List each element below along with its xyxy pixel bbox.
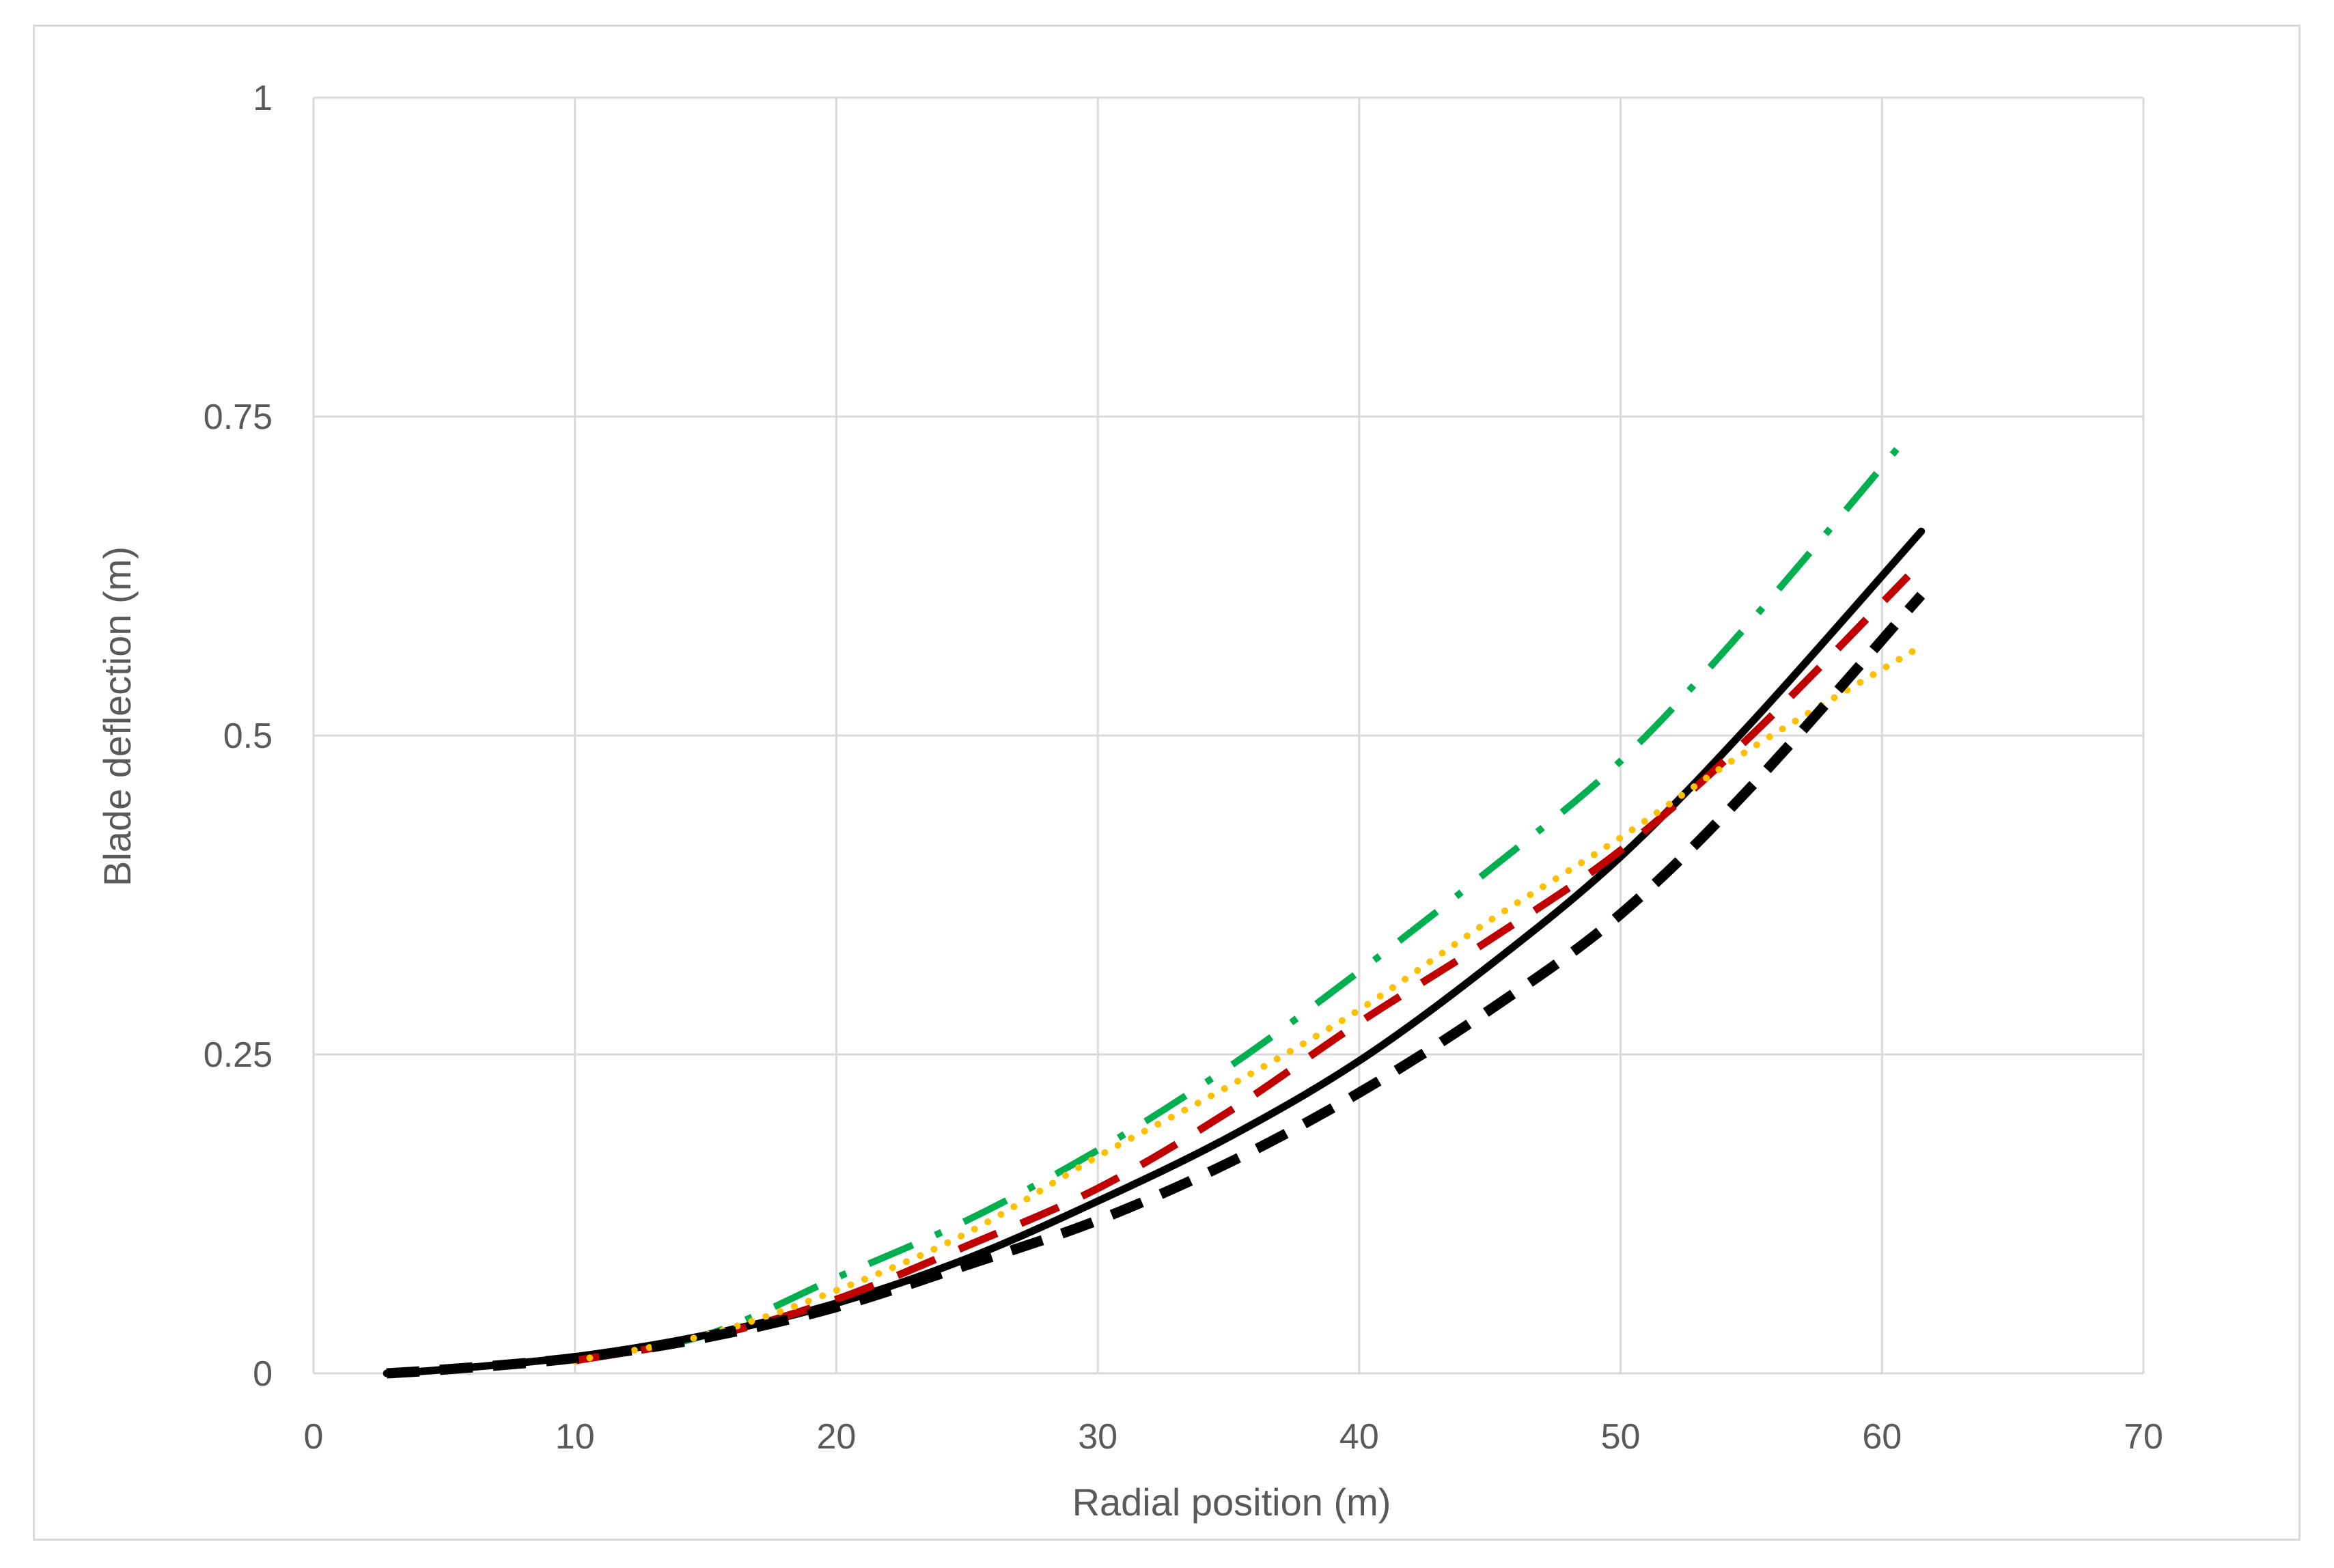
y-axis-tick-labels: 0 0.25 0.5 0.75 1 bbox=[204, 79, 273, 1394]
y-tick-label: 0.25 bbox=[204, 1035, 273, 1075]
data-series bbox=[383, 433, 1926, 1379]
series-line-thick-dash bbox=[386, 591, 1926, 1379]
x-tick-label: 70 bbox=[2124, 1417, 2163, 1457]
y-tick-label: 0.75 bbox=[204, 397, 273, 437]
series-line-dot bbox=[571, 643, 1925, 1364]
x-tick-label: 50 bbox=[1601, 1417, 1641, 1457]
line-chart: 0 10 20 30 40 50 60 70 0 0.25 0.5 0.75 1 Radial pos… bbox=[96, 79, 2163, 1524]
x-tick-label: 10 bbox=[555, 1417, 595, 1457]
x-tick-label: 0 bbox=[304, 1417, 324, 1457]
x-tick-label: 40 bbox=[1339, 1417, 1379, 1457]
grid-lines bbox=[312, 96, 2145, 1375]
x-tick-label: 20 bbox=[817, 1417, 857, 1457]
x-axis-title: Radial position (m) bbox=[1072, 1481, 1391, 1524]
y-axis-title: Blade deflection (m) bbox=[96, 546, 139, 886]
x-tick-label: 30 bbox=[1078, 1417, 1117, 1457]
series-line-dash bbox=[574, 573, 1911, 1364]
y-tick-label: 0.5 bbox=[223, 716, 273, 756]
x-tick-label: 60 bbox=[1862, 1417, 1902, 1457]
series-line-solid bbox=[383, 527, 1926, 1377]
y-tick-label: 0 bbox=[253, 1354, 273, 1394]
series-line-dash-dot bbox=[574, 433, 1911, 1364]
x-axis-tick-labels: 0 10 20 30 40 50 60 70 bbox=[304, 1417, 2163, 1457]
y-tick-label: 1 bbox=[253, 79, 273, 118]
chart-frame: 0 10 20 30 40 50 60 70 0 0.25 0.5 0.75 1 Radial pos… bbox=[33, 25, 2301, 1541]
